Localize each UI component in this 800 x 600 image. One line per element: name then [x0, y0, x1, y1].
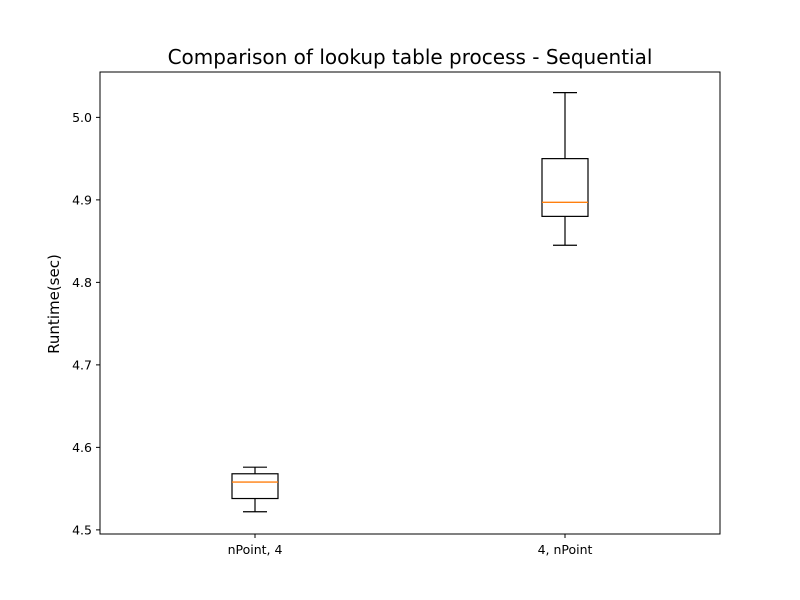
y-tick-label: 4.9	[72, 192, 92, 207]
y-tick-label: 4.7	[72, 357, 92, 372]
chart-title: Comparison of lookup table process - Seq…	[168, 45, 653, 69]
y-tick-label: 4.6	[72, 440, 92, 455]
axes-frame	[99, 71, 721, 535]
y-tick-label: 5.0	[72, 110, 92, 125]
x-tick-label: nPoint, 4	[228, 542, 283, 557]
y-tick-label: 4.8	[72, 275, 92, 290]
y-axis-label: Runtime(sec)	[45, 254, 63, 354]
box-iqr	[231, 473, 279, 500]
y-tick-label: 4.5	[72, 522, 92, 537]
x-tick-label: 4, nPoint	[538, 542, 593, 557]
plot-area: 4.5 4.6 4.7 4.8 4.9 5.0 nPoint, 4 4, nPoint	[72, 71, 721, 557]
box-iqr	[541, 158, 589, 217]
